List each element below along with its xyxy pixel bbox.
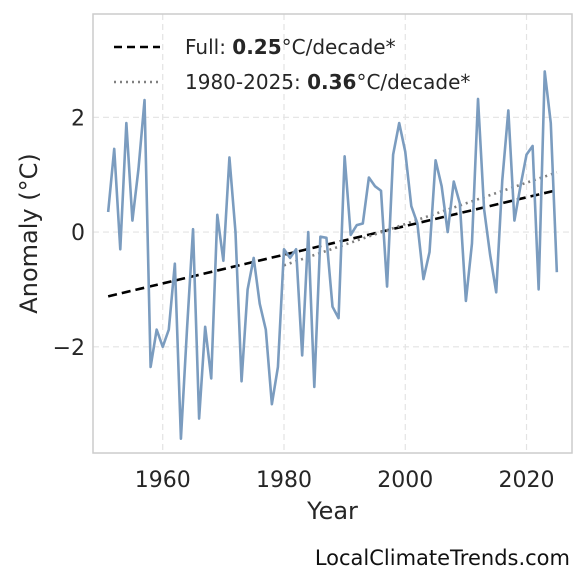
x-axis-label: Year	[306, 497, 358, 525]
data-series	[106, 70, 559, 440]
anomaly-series-line	[106, 70, 559, 440]
legend-label-recent-trend: 1980-2025: 0.36°C/decade*	[185, 70, 470, 94]
legend-full-value: 0.25	[232, 35, 281, 59]
source-credit: LocalClimateTrends.com	[314, 546, 570, 570]
legend-full-prefix: Full:	[185, 35, 232, 59]
legend-recent-prefix: 1980-2025:	[185, 70, 307, 94]
plot-frame	[92, 13, 573, 454]
x-tick-label: 2020	[499, 468, 555, 493]
y-axis-label: Anomaly (°C)	[15, 153, 43, 313]
y-tick-label: 2	[71, 106, 85, 131]
legend-full-suffix: °C/decade*	[282, 35, 396, 59]
x-tick-label: 1960	[135, 468, 191, 493]
legend-recent-value: 0.36	[307, 70, 356, 94]
legend: Full: 0.25°C/decade* 1980-2025: 0.36°C/d…	[114, 35, 470, 94]
x-axis-ticks: 1960 1980 2000 2020	[135, 468, 555, 493]
y-tick-label: 0	[71, 221, 85, 246]
x-tick-label: 1980	[256, 468, 312, 493]
x-tick-label: 2000	[377, 468, 433, 493]
full-trend-line	[107, 188, 558, 298]
y-axis-ticks: −2 0 2	[53, 106, 85, 361]
legend-label-full-trend: Full: 0.25°C/decade*	[185, 35, 396, 59]
legend-recent-suffix: °C/decade*	[356, 70, 470, 94]
y-tick-label: −2	[53, 336, 85, 361]
grid-lines	[93, 14, 572, 453]
